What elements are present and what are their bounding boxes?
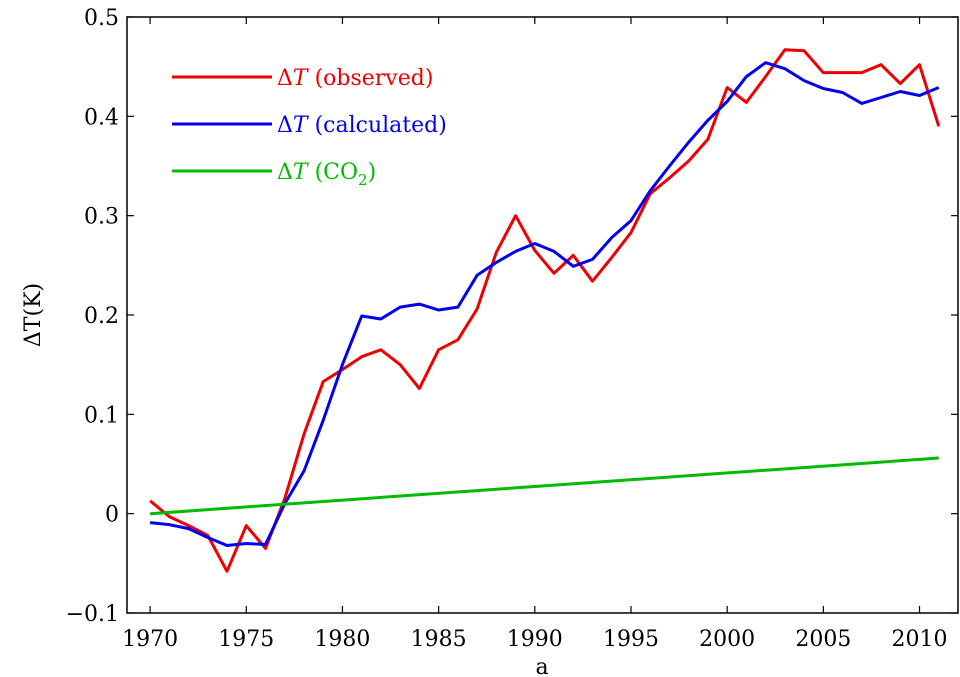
x-axis-title: a (535, 655, 548, 677)
legend: ΔT (observed) ΔT (calculated) ΔT (CO2) (172, 66, 447, 189)
axis-ticks (127, 16, 958, 614)
plot-frame (126, 16, 959, 614)
x-tick-label: 1985 (411, 627, 467, 652)
svg-text:ΔT(K): ΔT(K) (21, 283, 46, 347)
axis-tick-labels: 1970 1975 1980 1985 1990 1995 2000 2005 2010 −0.1… (66, 6, 948, 652)
x-tick-label: 1975 (218, 627, 274, 652)
series-line (149, 48, 941, 573)
x-tick-label: 2010 (892, 627, 948, 652)
legend-label: ΔT (observed) (277, 66, 433, 91)
x-tick-label: 1990 (507, 627, 563, 652)
y-tick-label: 0 (105, 503, 119, 528)
legend-label: ΔT (CO2) (277, 160, 376, 189)
y-tick-label: 0.5 (84, 6, 119, 31)
y-tick-label: 0.3 (84, 205, 119, 230)
x-tick-label: 2000 (699, 627, 755, 652)
y-tick-label: −0.1 (66, 602, 119, 627)
x-tick-label: 1995 (603, 627, 659, 652)
series-lines (149, 48, 941, 573)
y-axis-title: ΔT(K) (21, 283, 46, 347)
series-line (149, 456, 939, 516)
legend-label: ΔT (calculated) (277, 113, 447, 138)
y-tick-label: 0.1 (84, 403, 119, 428)
series-line (149, 61, 940, 547)
x-tick-label: 1980 (314, 627, 370, 652)
x-tick-label: 1970 (122, 627, 178, 652)
y-tick-label: 0.4 (84, 105, 119, 130)
x-tick-label: 2005 (795, 627, 851, 652)
y-tick-label: 0.2 (84, 304, 119, 329)
